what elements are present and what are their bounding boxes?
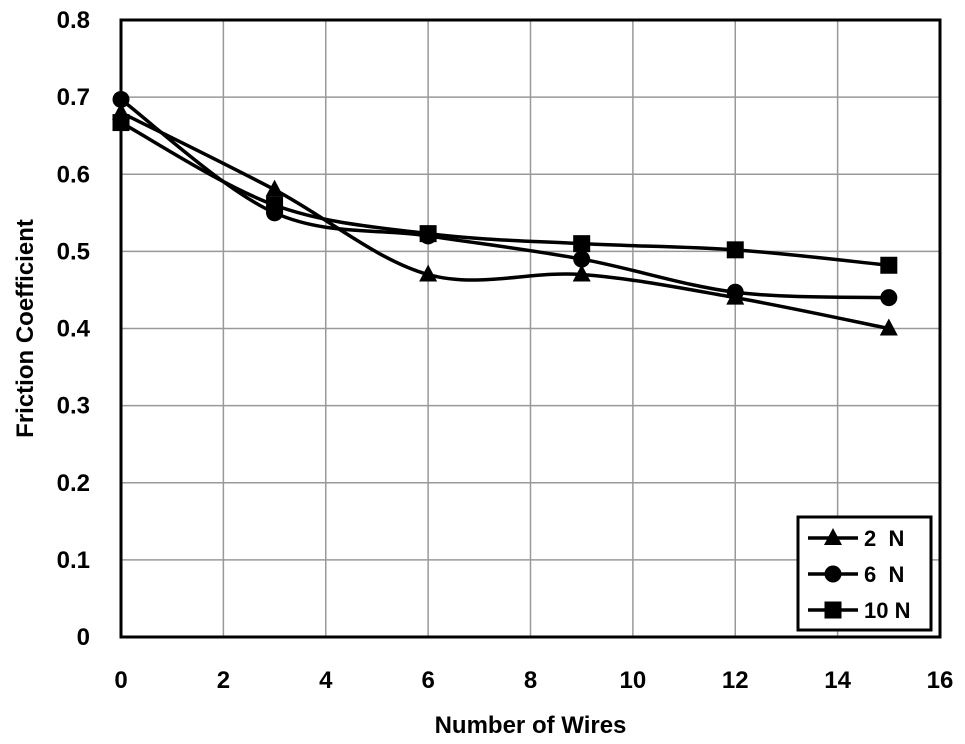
data-point bbox=[573, 250, 591, 268]
y-tick-label: 0.6 bbox=[57, 161, 90, 188]
legend-label: 2 N bbox=[864, 526, 904, 551]
x-tick-label: 4 bbox=[319, 667, 333, 694]
data-point bbox=[419, 225, 437, 243]
grid bbox=[121, 20, 940, 637]
y-tick-label: 0.7 bbox=[57, 84, 90, 111]
series-1 bbox=[112, 102, 898, 336]
y-tick-label: 0.1 bbox=[57, 547, 90, 574]
y-tick-label: 0.8 bbox=[57, 7, 90, 34]
series-3 bbox=[112, 114, 898, 274]
y-tick-label: 0.2 bbox=[57, 470, 90, 497]
x-tick-label: 6 bbox=[421, 667, 434, 694]
data-point bbox=[266, 196, 284, 214]
x-axis-title: Number of Wires bbox=[435, 712, 627, 739]
legend-marker bbox=[824, 601, 842, 619]
legend-marker bbox=[824, 528, 842, 545]
data-point bbox=[879, 318, 898, 336]
x-tick-label: 14 bbox=[824, 667, 851, 694]
data-point bbox=[880, 289, 898, 307]
legend: 2 N 6 N 10 N bbox=[796, 515, 933, 632]
legend-entry: 2 N bbox=[808, 526, 904, 551]
data-point bbox=[726, 283, 744, 301]
x-tick-label: 10 bbox=[620, 667, 647, 694]
data-point bbox=[265, 179, 284, 197]
data-point bbox=[880, 256, 898, 274]
series-line bbox=[119, 110, 891, 331]
x-tick-label: 8 bbox=[524, 667, 537, 694]
x-tick-label: 12 bbox=[722, 667, 749, 694]
series-2 bbox=[112, 90, 898, 307]
series-line bbox=[119, 97, 891, 300]
y-tick-label: 0.3 bbox=[57, 393, 90, 420]
x-tick-label: 2 bbox=[217, 667, 230, 694]
x-tick-label: 16 bbox=[927, 667, 954, 694]
y-tick-label: 0 bbox=[77, 624, 90, 651]
data-point bbox=[726, 241, 744, 259]
data-point bbox=[573, 235, 591, 253]
legend-label: 10 N bbox=[864, 598, 910, 623]
data-point bbox=[419, 264, 438, 282]
y-tick-label: 0.5 bbox=[57, 238, 90, 265]
legend-entry: 10 N bbox=[808, 598, 910, 623]
legend-entry: 6 N bbox=[808, 562, 904, 587]
x-tick-label: 0 bbox=[114, 667, 127, 694]
y-axis-ticks: 0 0.1 0.2 0.3 0.4 0.5 0.6 0.7 0.8 bbox=[57, 7, 91, 651]
y-axis-title: Friction Coefficient bbox=[12, 219, 39, 438]
data-point bbox=[572, 264, 591, 282]
y-tick-label: 0.4 bbox=[57, 316, 91, 343]
series-line bbox=[119, 120, 891, 268]
x-axis-ticks: 0 2 4 6 8 10 12 14 16 bbox=[114, 667, 953, 694]
plot-frame bbox=[119, 18, 942, 639]
legend-label: 6 N bbox=[864, 562, 904, 587]
legend-marker bbox=[824, 565, 842, 583]
series-layer bbox=[112, 90, 898, 336]
